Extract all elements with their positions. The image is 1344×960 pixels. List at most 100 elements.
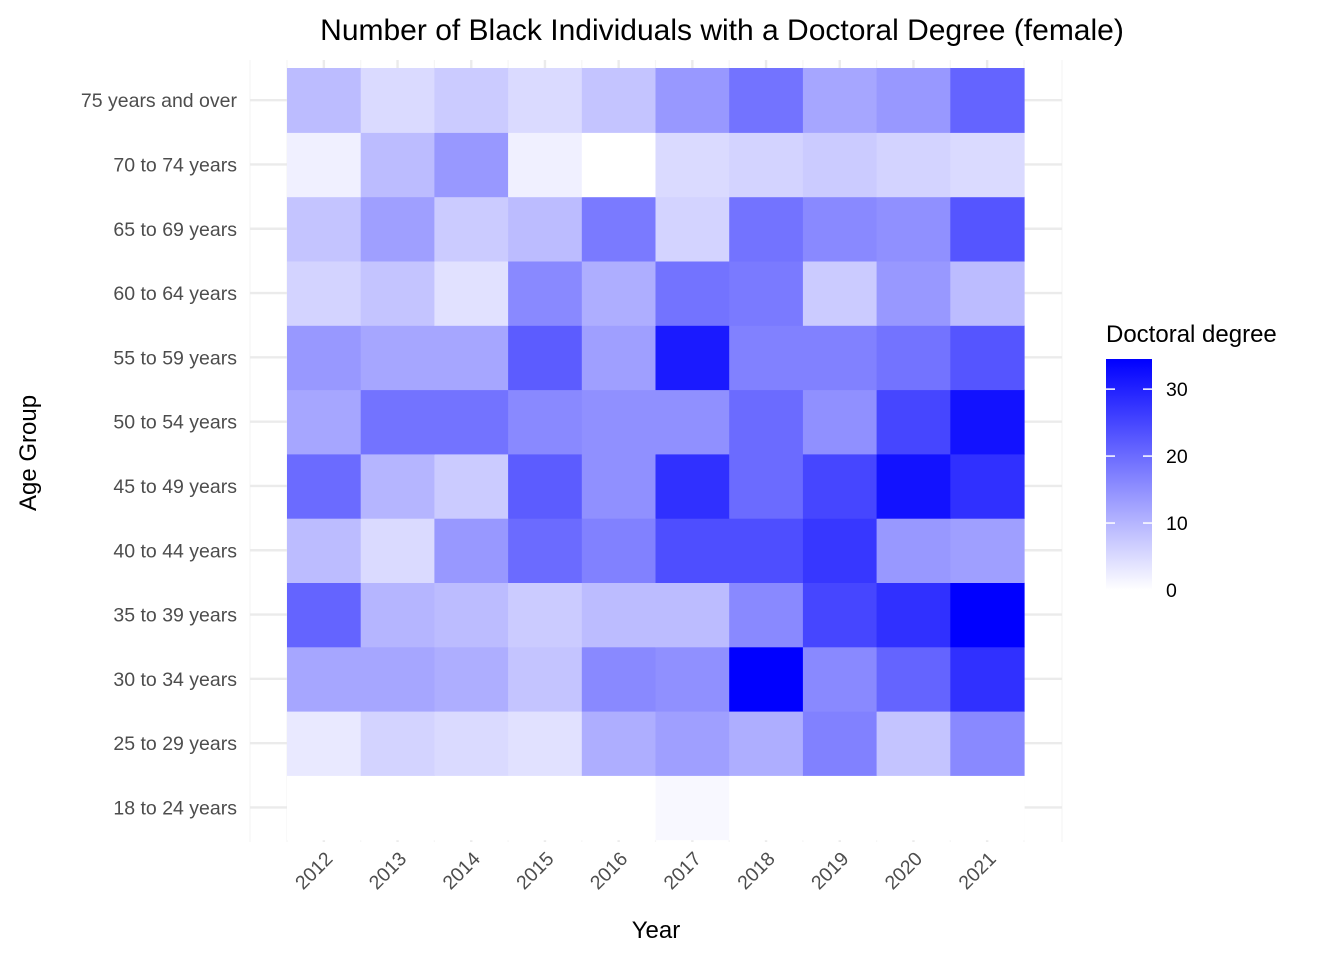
heatmap-cell: 25 to 29 years, 2013: 6: [360, 711, 435, 776]
heatmap-cell: 65 to 69 years, 2018: 19: [729, 196, 804, 262]
heatmap-cell: 50 to 54 years, 2014: 19: [434, 389, 509, 455]
heatmap-cell: 55 to 59 years, 2020: 19: [876, 325, 951, 391]
heatmap-cell: 65 to 69 years, 2014: 7: [434, 196, 509, 262]
heatmap-cell: 40 to 44 years, 2018: 24: [729, 518, 804, 583]
heatmap-cell: 30 to 34 years, 2021: 28: [950, 646, 1025, 712]
legend-tick-label: 20: [1166, 446, 1188, 468]
heatmap-cell: 65 to 69 years, 2021: 23: [950, 196, 1025, 262]
x-tick-label: 2015: [512, 848, 558, 894]
legend-tick-label: 0: [1166, 580, 1177, 602]
heatmap-cell: 65 to 69 years, 2016: 18: [581, 196, 657, 262]
heatmap-cell: 60 to 64 years, 2014: 4: [434, 260, 509, 326]
heatmap-cell: 25 to 29 years, 2012: 3: [287, 711, 362, 776]
heatmap-cell: 75 years and over, 2012: 9: [287, 68, 362, 133]
heatmap-cell: 70 to 74 years, 2021: 5: [950, 132, 1025, 198]
heatmap-cell: 65 to 69 years, 2019: 16: [802, 196, 878, 262]
x-tick-label: 2013: [365, 848, 411, 894]
heatmap-cell: 70 to 74 years, 2016: 0: [581, 132, 657, 198]
heatmap-cell: 25 to 29 years, 2020: 8: [876, 711, 951, 776]
y-tick-label: 65 to 69 years: [113, 219, 237, 241]
legend-colorbar: [1106, 359, 1152, 590]
heatmap-cell: 18 to 24 years, 2014: 0: [434, 775, 509, 841]
heatmap-cell: 30 to 34 years, 2020: 21: [876, 646, 951, 712]
heatmap-cell: 75 years and over, 2013: 5: [360, 68, 435, 133]
heatmap-cell: 60 to 64 years, 2021: 9: [950, 260, 1025, 326]
x-tick-label: 2014: [439, 848, 485, 894]
y-tick-label: 30 to 34 years: [113, 669, 237, 691]
heatmap-cell: 30 to 34 years, 2015: 8: [508, 646, 583, 712]
legend-ticks: 0 10 20 30: [1106, 379, 1188, 602]
x-tick-label: 2019: [807, 848, 853, 894]
x-tick-label: 2017: [660, 848, 706, 894]
heatmap-cell: 35 to 39 years, 2012: 21: [287, 582, 362, 648]
color-legend: Doctoral degree 0 10 20 30: [1106, 321, 1277, 602]
heatmap-cell: 55 to 59 years, 2019: 17: [802, 325, 878, 391]
heatmap-cell: 60 to 64 years, 2020: 14: [876, 260, 951, 326]
heatmap-cell: 50 to 54 years, 2016: 15: [581, 389, 657, 455]
y-tick-labels: 18 to 24 years 25 to 29 years 30 to 34 yea…: [81, 90, 238, 819]
heatmap-cell: 18 to 24 years, 2018: 0: [729, 775, 804, 841]
x-tick-labels: 2012 2013 2014 2015 2016 2017 2018 2019 2020 2021: [291, 848, 1001, 894]
heatmap-cell: 30 to 34 years, 2017: 15: [655, 646, 730, 712]
heatmap-cells: 18 to 24 years, 2012: 018 to 24 years, 2…: [287, 68, 1025, 841]
heatmap-cell: 70 to 74 years, 2014: 14: [434, 132, 509, 198]
heatmap-cell: 50 to 54 years, 2013: 19: [360, 389, 435, 455]
heatmap-cell: 50 to 54 years, 2019: 15: [802, 389, 878, 455]
heatmap-cell: 18 to 24 years, 2021: 0: [950, 775, 1025, 841]
heatmap-cell: 25 to 29 years, 2017: 13: [655, 711, 730, 776]
heatmap-cell: 75 years and over, 2016: 8: [581, 68, 657, 133]
heatmap-cell: 70 to 74 years, 2015: 2: [508, 132, 583, 198]
heatmap-cell: 40 to 44 years, 2021: 13: [950, 518, 1025, 583]
heatmap-cell: 70 to 74 years, 2018: 6: [729, 132, 804, 198]
heatmap-cell: 45 to 49 years, 2014: 7: [434, 453, 509, 519]
heatmap-cell: 60 to 64 years, 2012: 6: [287, 260, 362, 326]
y-tick-label: 75 years and over: [81, 90, 238, 112]
heatmap-cell: 60 to 64 years, 2013: 8: [360, 260, 435, 326]
x-tick-label: 2012: [291, 848, 337, 894]
heatmap-cell: 65 to 69 years, 2020: 15: [876, 196, 951, 262]
y-tick-label: 35 to 39 years: [113, 605, 237, 627]
heatmap-cell: 55 to 59 years, 2015: 22: [508, 325, 583, 391]
heatmap-cell: 55 to 59 years, 2018: 17: [729, 325, 804, 391]
heatmap-cell: 55 to 59 years, 2017: 31: [655, 325, 730, 391]
legend-title: Doctoral degree: [1106, 321, 1277, 348]
heatmap-cell: 18 to 24 years, 2019: 0: [802, 775, 878, 841]
heatmap-cell: 45 to 49 years, 2017: 28: [655, 453, 730, 519]
heatmap-cell: 50 to 54 years, 2021: 32: [950, 389, 1025, 455]
heatmap-cell: 18 to 24 years, 2012: 0: [287, 775, 362, 841]
heatmap-cell: 18 to 24 years, 2013: 0: [360, 775, 435, 841]
heatmap-cell: 45 to 49 years, 2018: 20: [729, 453, 804, 519]
heatmap-cell: 25 to 29 years, 2014: 5: [434, 711, 509, 776]
heatmap-cell: 50 to 54 years, 2015: 16: [508, 389, 583, 455]
heatmap-cell: 35 to 39 years, 2020: 28: [876, 582, 951, 648]
heatmap-cell: 40 to 44 years, 2020: 14: [876, 518, 951, 583]
heatmap-cell: 65 to 69 years, 2015: 9: [508, 196, 583, 262]
heatmap-cell: 70 to 74 years, 2013: 9: [360, 132, 435, 198]
y-tick-label: 25 to 29 years: [113, 733, 237, 755]
heatmap-cell: 40 to 44 years, 2016: 17: [581, 518, 657, 583]
heatmap-cell: 75 years and over, 2021: 21: [950, 68, 1025, 133]
heatmap-cell: 75 years and over, 2018: 19: [729, 68, 804, 133]
heatmap-cell: 45 to 49 years, 2015: 22: [508, 453, 583, 519]
heatmap-cell: 30 to 34 years, 2019: 16: [802, 646, 878, 712]
heatmap-cell: 18 to 24 years, 2015: 0: [508, 775, 583, 841]
x-tick-label: 2020: [881, 848, 927, 894]
y-tick-label: 55 to 59 years: [113, 347, 237, 369]
heatmap-cell: 60 to 64 years, 2016: 11: [581, 260, 657, 326]
heatmap-cell: 35 to 39 years, 2014: 9: [434, 582, 509, 648]
heatmap-cell: 25 to 29 years, 2016: 11: [581, 711, 657, 776]
heatmap-cell: 75 years and over, 2014: 7: [434, 68, 509, 133]
heatmap-cell: 70 to 74 years, 2017: 5: [655, 132, 730, 198]
heatmap-cell: 45 to 49 years, 2016: 15: [581, 453, 657, 519]
heatmap-cell: 40 to 44 years, 2015: 20: [508, 518, 583, 583]
heatmap-cell: 60 to 64 years, 2017: 19: [655, 260, 730, 326]
heatmap-cell: 35 to 39 years, 2018: 16: [729, 582, 804, 648]
heatmap-cell: 75 years and over, 2015: 5: [508, 68, 583, 133]
heatmap-cell: 40 to 44 years, 2014: 14: [434, 518, 509, 583]
heatmap-cell: 18 to 24 years, 2020: 0: [876, 775, 951, 841]
heatmap-cell: 45 to 49 years, 2021: 28: [950, 453, 1025, 519]
heatmap-cell: 55 to 59 years, 2016: 13: [581, 325, 657, 391]
heatmap-cell: 50 to 54 years, 2018: 20: [729, 389, 804, 455]
heatmap-cell: 30 to 34 years, 2018: 35: [729, 646, 804, 712]
